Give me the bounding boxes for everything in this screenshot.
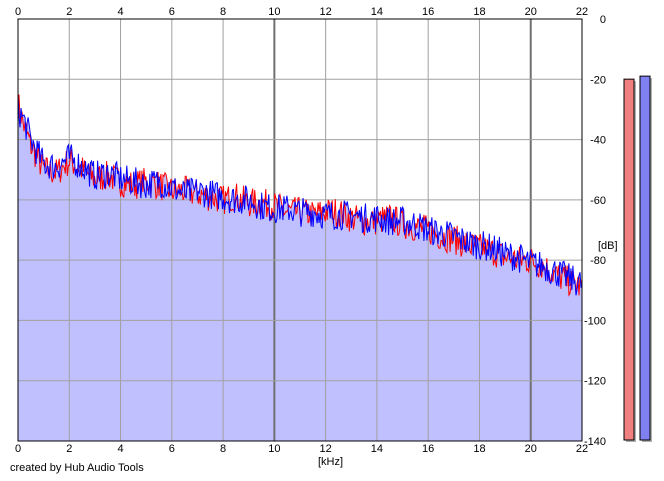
x-tick-label-top: 20 <box>525 6 537 18</box>
x-tick-label-top: 2 <box>66 6 72 18</box>
x-axis-label: [kHz] <box>318 456 344 468</box>
y-tick-label: -100 <box>584 315 606 327</box>
series-lines <box>17 94 583 297</box>
x-tick-label-bottom: 6 <box>169 443 175 455</box>
x-tick-label-bottom: 10 <box>268 443 280 455</box>
x-tick-label-bottom: 20 <box>525 443 537 455</box>
x-tick-label-top: 18 <box>473 6 485 18</box>
level-meter-left <box>623 78 635 441</box>
x-tick-label-bottom: 4 <box>117 443 123 455</box>
x-tick-label-bottom: 16 <box>422 443 434 455</box>
x-tick-label-bottom: 22 <box>576 443 588 455</box>
y-tick-label: -140 <box>584 436 606 448</box>
y-tick-label: -20 <box>590 74 606 86</box>
x-tick-label-bottom: 12 <box>320 443 332 455</box>
x-tick-label-top: 12 <box>320 6 332 18</box>
plot-frame <box>17 18 583 442</box>
x-tick-label-bottom: 0 <box>15 443 21 455</box>
x-tick-label-top: 8 <box>220 6 226 18</box>
x-tick-label-bottom: 8 <box>220 443 226 455</box>
spectrum-fill <box>18 94 582 441</box>
x-tick-label-top: 14 <box>371 6 383 18</box>
y-tick-label: -40 <box>590 135 606 147</box>
spectrum-area-fill <box>18 94 582 441</box>
y-axis-label: [dB] <box>598 240 618 252</box>
y-tick-label: 0 <box>600 14 606 26</box>
x-tick-label-bottom: 14 <box>371 443 383 455</box>
y-tick-labels: 0 -20 -40 -60 -80 -100 -120 -140 <box>584 14 606 448</box>
x-tick-labels-bottom: 0 2 4 6 8 10 12 14 16 18 20 22 <box>15 443 588 455</box>
x-tick-label-top: 10 <box>268 6 280 18</box>
y-tick-label: -120 <box>584 376 606 388</box>
x-tick-labels-top: 0 2 4 6 8 10 12 14 16 18 20 22 <box>15 6 588 18</box>
x-tick-label-top: 22 <box>576 6 588 18</box>
x-tick-label-bottom: 18 <box>473 443 485 455</box>
x-tick-label-bottom: 2 <box>66 443 72 455</box>
y-tick-label: -60 <box>590 195 606 207</box>
x-tick-label-top: 0 <box>15 6 21 18</box>
level-meter-right <box>639 75 651 441</box>
credit-text: created by Hub Audio Tools <box>10 462 144 474</box>
x-tick-label-top: 6 <box>169 6 175 18</box>
y-tick-label: -80 <box>590 255 606 267</box>
x-tick-label-top: 4 <box>117 6 123 18</box>
x-tick-label-top: 16 <box>422 6 434 18</box>
series-line-blue <box>17 95 583 296</box>
level-meters <box>623 75 652 443</box>
